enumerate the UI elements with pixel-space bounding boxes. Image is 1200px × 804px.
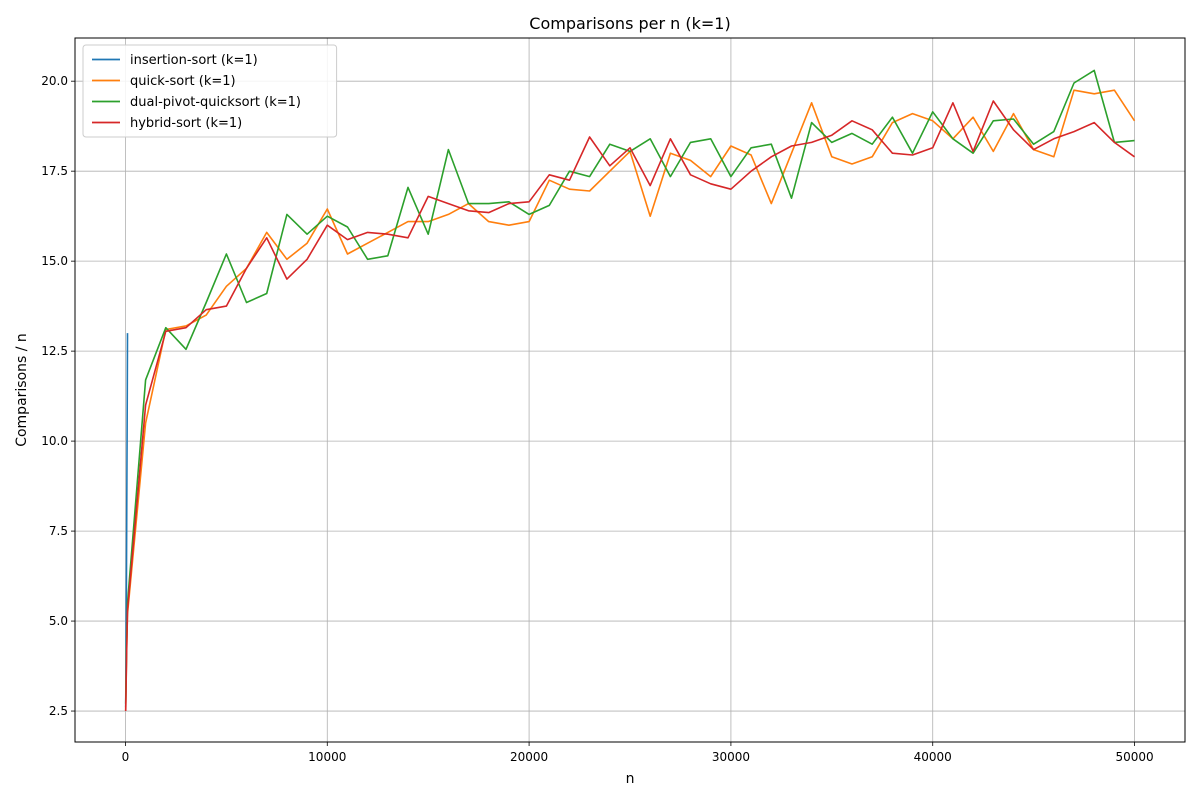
y-tick-label: 17.5 xyxy=(41,164,68,178)
plot-area-frame xyxy=(74,37,1186,743)
x-tick-label: 40000 xyxy=(914,750,952,764)
series-line xyxy=(124,69,1135,704)
series-line xyxy=(124,100,1135,712)
x-tick-label: 30000 xyxy=(712,750,750,764)
axis-ticks: 0 10000 20000 30000 40000 50000 2.5 5.0 7.5 10.0 1… xyxy=(41,74,1153,764)
x-tick-label: 50000 xyxy=(1115,750,1153,764)
y-tick-label: 5.0 xyxy=(49,614,68,628)
y-tick-label: 15.0 xyxy=(41,254,68,268)
chart-title: Comparisons per n (k=1) xyxy=(529,14,730,33)
legend-label: quick-sort (k=1) xyxy=(130,74,236,89)
series-line xyxy=(124,89,1136,712)
legend-label: hybrid-sort (k=1) xyxy=(130,116,242,131)
x-tick-label: 10000 xyxy=(308,750,346,764)
y-tick-label: 12.5 xyxy=(41,344,68,358)
series-lines xyxy=(124,69,1136,712)
legend-label: dual-pivot-quicksort (k=1) xyxy=(130,95,301,110)
y-tick-label: 7.5 xyxy=(49,524,68,538)
y-axis-label: Comparisons / n xyxy=(14,333,30,447)
y-tick-label: 10.0 xyxy=(41,434,68,448)
legend-box xyxy=(82,44,338,138)
grid-lines xyxy=(75,38,1185,742)
y-tick-label: 2.5 xyxy=(49,704,68,718)
x-tick-label: 0 xyxy=(122,750,130,764)
y-tick-label: 20.0 xyxy=(41,74,68,88)
legend: insertion-sort (k=1) quick-sort (k=1) dual… xyxy=(82,44,338,138)
legend-label: insertion-sort (k=1) xyxy=(130,53,258,68)
x-tick-label: 20000 xyxy=(510,750,548,764)
x-axis-label: n xyxy=(626,771,635,787)
